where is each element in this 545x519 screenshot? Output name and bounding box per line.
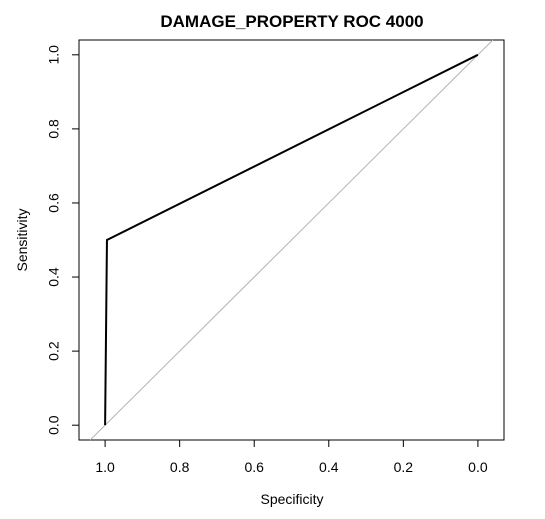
- x-tick-label: 0.0: [468, 459, 488, 475]
- y-tick-label: 0.6: [46, 193, 62, 213]
- x-tick-label: 0.2: [394, 459, 414, 475]
- y-tick-label: 0.8: [46, 119, 62, 139]
- y-axis: 0.0 0.2 0.4 0.6 0.8 1.0: [46, 45, 80, 435]
- x-axis: 1.0 0.8 0.6 0.4 0.2 0.0: [95, 439, 488, 475]
- x-tick-label: 0.6: [244, 459, 264, 475]
- chart-title: DAMAGE_PROPERTY ROC 4000: [160, 12, 423, 31]
- y-tick-label: 0.2: [46, 341, 62, 361]
- x-axis-label: Specificity: [260, 491, 323, 507]
- x-tick-label: 0.4: [319, 459, 339, 475]
- x-tick-label: 1.0: [95, 459, 115, 475]
- y-tick-label: 0.4: [46, 267, 62, 287]
- reference-diagonal-line: [89, 39, 494, 441]
- x-tick-label: 0.8: [170, 459, 190, 475]
- roc-curve: [104, 53, 479, 426]
- y-tick-label: 0.0: [46, 415, 62, 435]
- y-axis-label: Sensitivity: [14, 208, 30, 271]
- y-tick-label: 1.0: [46, 45, 62, 65]
